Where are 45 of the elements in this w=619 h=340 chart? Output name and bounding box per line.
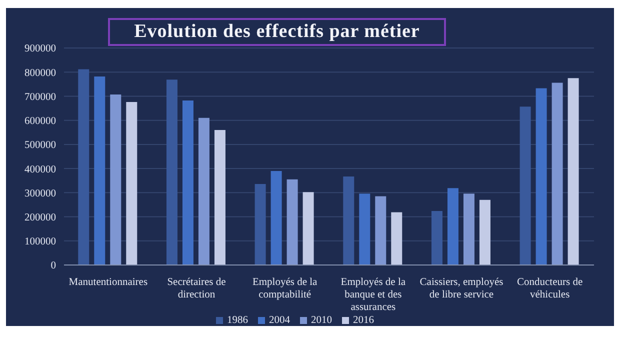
- y-tick-label: 800000: [24, 68, 56, 79]
- bar: [126, 102, 138, 265]
- bar: [479, 200, 490, 265]
- x-tick-label: Manutentionnaires: [68, 277, 148, 288]
- bar: [520, 106, 531, 265]
- bar: [94, 76, 106, 265]
- bar: [359, 194, 370, 265]
- bar: [552, 82, 563, 265]
- x-tick-label: Employés de la banque et des assurances: [340, 277, 406, 313]
- x-tick-label: Secrétaires de direction: [167, 277, 226, 300]
- bar: [198, 118, 210, 265]
- y-tick-label: 0: [50, 260, 56, 272]
- bar: [166, 80, 178, 265]
- x-tick-label: Caissiers, employés de libre service: [420, 277, 504, 300]
- bar: [270, 170, 282, 265]
- bar: [536, 88, 547, 265]
- bar: [110, 94, 122, 265]
- x-tick-label: Employés de la comptabilité: [252, 277, 318, 300]
- y-tick-label: 100000: [24, 236, 56, 248]
- legend-label: 1986: [227, 315, 248, 326]
- bar: [214, 130, 226, 265]
- bar: [463, 194, 474, 265]
- legend-label: 2016: [353, 315, 374, 326]
- legend-label: 2010: [311, 315, 332, 326]
- y-tick-label: 300000: [24, 188, 56, 200]
- bar: [78, 69, 90, 265]
- x-tick-label: Conducteurs de véhicules: [517, 277, 583, 300]
- bar: [302, 192, 314, 265]
- bar: [343, 176, 354, 265]
- legend-label: 2004: [269, 315, 290, 326]
- chart-title: Evolution des effectifs par métier: [108, 18, 446, 46]
- bar: [375, 196, 386, 265]
- y-tick-label: 900000: [24, 44, 56, 55]
- bar: [254, 184, 266, 265]
- bar: [391, 212, 402, 265]
- bar: [431, 210, 442, 265]
- bar: [286, 179, 298, 265]
- y-tick-label: 400000: [24, 164, 56, 176]
- bar: [182, 100, 194, 265]
- bar: [568, 78, 579, 265]
- y-tick-label: 600000: [24, 116, 56, 128]
- bar: [447, 188, 458, 265]
- y-tick-label: 200000: [24, 212, 56, 224]
- y-tick-label: 500000: [24, 140, 56, 152]
- y-tick-label: 700000: [24, 92, 56, 103]
